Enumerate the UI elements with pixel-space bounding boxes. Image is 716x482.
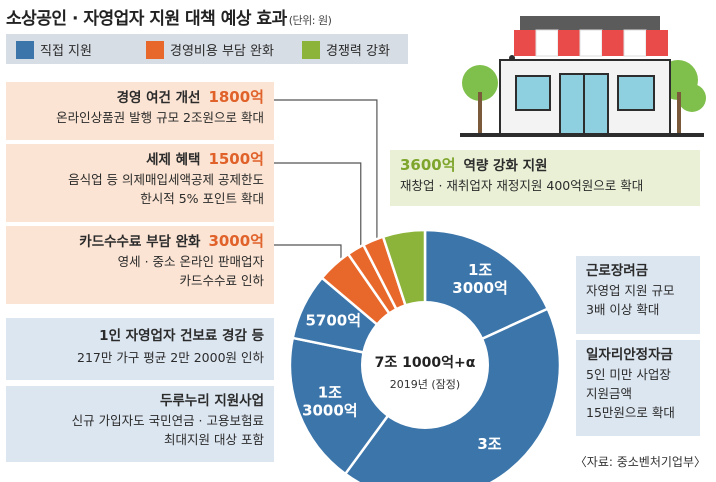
- annotation-health-line1: 217만 가구 평균 2만 2000원 인하: [77, 350, 264, 365]
- annotation-tax-line2: 한시적 5% 포인트 확대: [140, 191, 264, 206]
- legend-label-competitiveness: 경쟁력 강화: [326, 44, 390, 59]
- annotation-work-head: 근로장려금: [586, 263, 649, 279]
- annotation-durunuri-head: 두루누리 지원사업: [159, 393, 264, 409]
- annotation-capacity: 3600억 역량 강화 지원 재창업 · 재취업자 재정지원 400억원으로 확…: [390, 150, 700, 206]
- legend-swatch-direct: [16, 40, 34, 59]
- annotation-job-stability: 일자리안정자금 5인 미만 사업장 지원금액 15만원으로 확대: [576, 340, 700, 436]
- legend-item-competitiveness: 경쟁력 강화: [302, 40, 390, 59]
- legend-item-direct: 직접 지원: [16, 40, 92, 59]
- annotation-durunuri-line2: 최대지원 대상 포함: [164, 432, 264, 447]
- unit-label: (단위: 원): [288, 14, 332, 27]
- annotation-durunuri-line1: 신규 가입자도 국민연금 · 고용보험료: [71, 413, 264, 428]
- slice-label-3-0: 5700억: [305, 311, 361, 329]
- legend: 직접 지원 경영비용 부담 완화 경쟁력 강화: [6, 34, 408, 64]
- legend-swatch-cost: [146, 40, 164, 59]
- annotation-job-line2: 지원금액: [586, 386, 633, 401]
- donut-hole: [361, 301, 489, 429]
- slice-label-1-0: 3조: [477, 435, 501, 453]
- slice-label-2-0: 1조: [318, 384, 342, 402]
- annotation-job-line3: 15만원으로 확대: [586, 405, 675, 420]
- center-year: 2019년 (잠정): [389, 378, 461, 391]
- annotation-capacity-line1: 재창업 · 재취업자 재정지원 400억원으로 확대: [400, 178, 644, 193]
- store-illustration: [460, 16, 706, 137]
- connector-6: [274, 99, 378, 250]
- slice-label-2-1: 3000억: [302, 402, 358, 420]
- source-note: 〈자료: 중소벤처기업부〉: [574, 455, 706, 469]
- annotation-work-incentive: 근로장려금 자영업 지원 규모 3배 이상 확대: [576, 256, 700, 334]
- annotation-capacity-value: 3600억: [400, 156, 456, 174]
- annotation-health-head: 1인 자영업자 건보료 경감 등: [99, 328, 264, 344]
- legend-swatch-competitiveness: [302, 40, 320, 59]
- annotation-card-fee: 카드수수료 부담 완화 3000억 영세 · 중소 온라인 판매업자 카드수수료…: [6, 226, 274, 304]
- annotation-tax-head: 세제 혜택: [146, 152, 201, 168]
- annotation-job-head: 일자리안정자금: [586, 347, 673, 363]
- annotation-card-line1: 영세 · 중소 온라인 판매업자: [117, 254, 264, 269]
- connector-5: [274, 162, 362, 258]
- center-total: 7조 1000억+α: [374, 355, 476, 371]
- annotation-management-head: 경영 여건 개선: [116, 90, 201, 106]
- annotation-health-insurance: 1인 자영업자 건보료 경감 등 217만 가구 평균 2만 2000원 인하: [6, 318, 274, 380]
- annotation-management-line1: 온라인상품권 발행 규모 2조원으로 확대: [56, 110, 264, 125]
- annotation-tax-line1: 음식업 등 의제매입세액공제 공제한도: [68, 172, 264, 187]
- annotation-durunuri: 두루누리 지원사업 신규 가입자도 국민연금 · 고용보험료 최대지원 대상 포…: [6, 386, 274, 462]
- annotation-tax-value: 1500억: [208, 150, 264, 168]
- annotation-management-value: 1800억: [208, 88, 264, 106]
- annotation-capacity-head: 역량 강화 지원: [463, 158, 548, 174]
- legend-item-cost: 경영비용 부담 완화: [146, 40, 274, 59]
- annotation-management: 경영 여건 개선 1800억 온라인상품권 발행 규모 2조원으로 확대: [6, 82, 274, 140]
- annotation-job-line1: 5인 미만 사업장: [586, 367, 671, 382]
- annotation-card-value: 3000억: [208, 232, 264, 250]
- slice-label-0-0: 1조: [468, 261, 492, 279]
- annotation-card-head: 카드수수료 부담 완화: [79, 234, 201, 250]
- slice-label-0-1: 3000억: [452, 279, 508, 297]
- annotation-card-line2: 카드수수료 인하: [179, 273, 264, 288]
- annotation-tax: 세제 혜택 1500억 음식업 등 의제매입세액공제 공제한도 한시적 5% 포…: [6, 144, 274, 222]
- annotation-work-line1: 자영업 지원 규모: [586, 283, 675, 298]
- legend-label-direct: 직접 지원: [40, 44, 92, 59]
- annotation-work-line2: 3배 이상 확대: [586, 302, 660, 317]
- legend-label-cost: 경영비용 부담 완화: [170, 44, 274, 59]
- chart-title: 소상공인 · 자영업자 지원 대책 예상 효과 (단위: 원): [6, 9, 332, 29]
